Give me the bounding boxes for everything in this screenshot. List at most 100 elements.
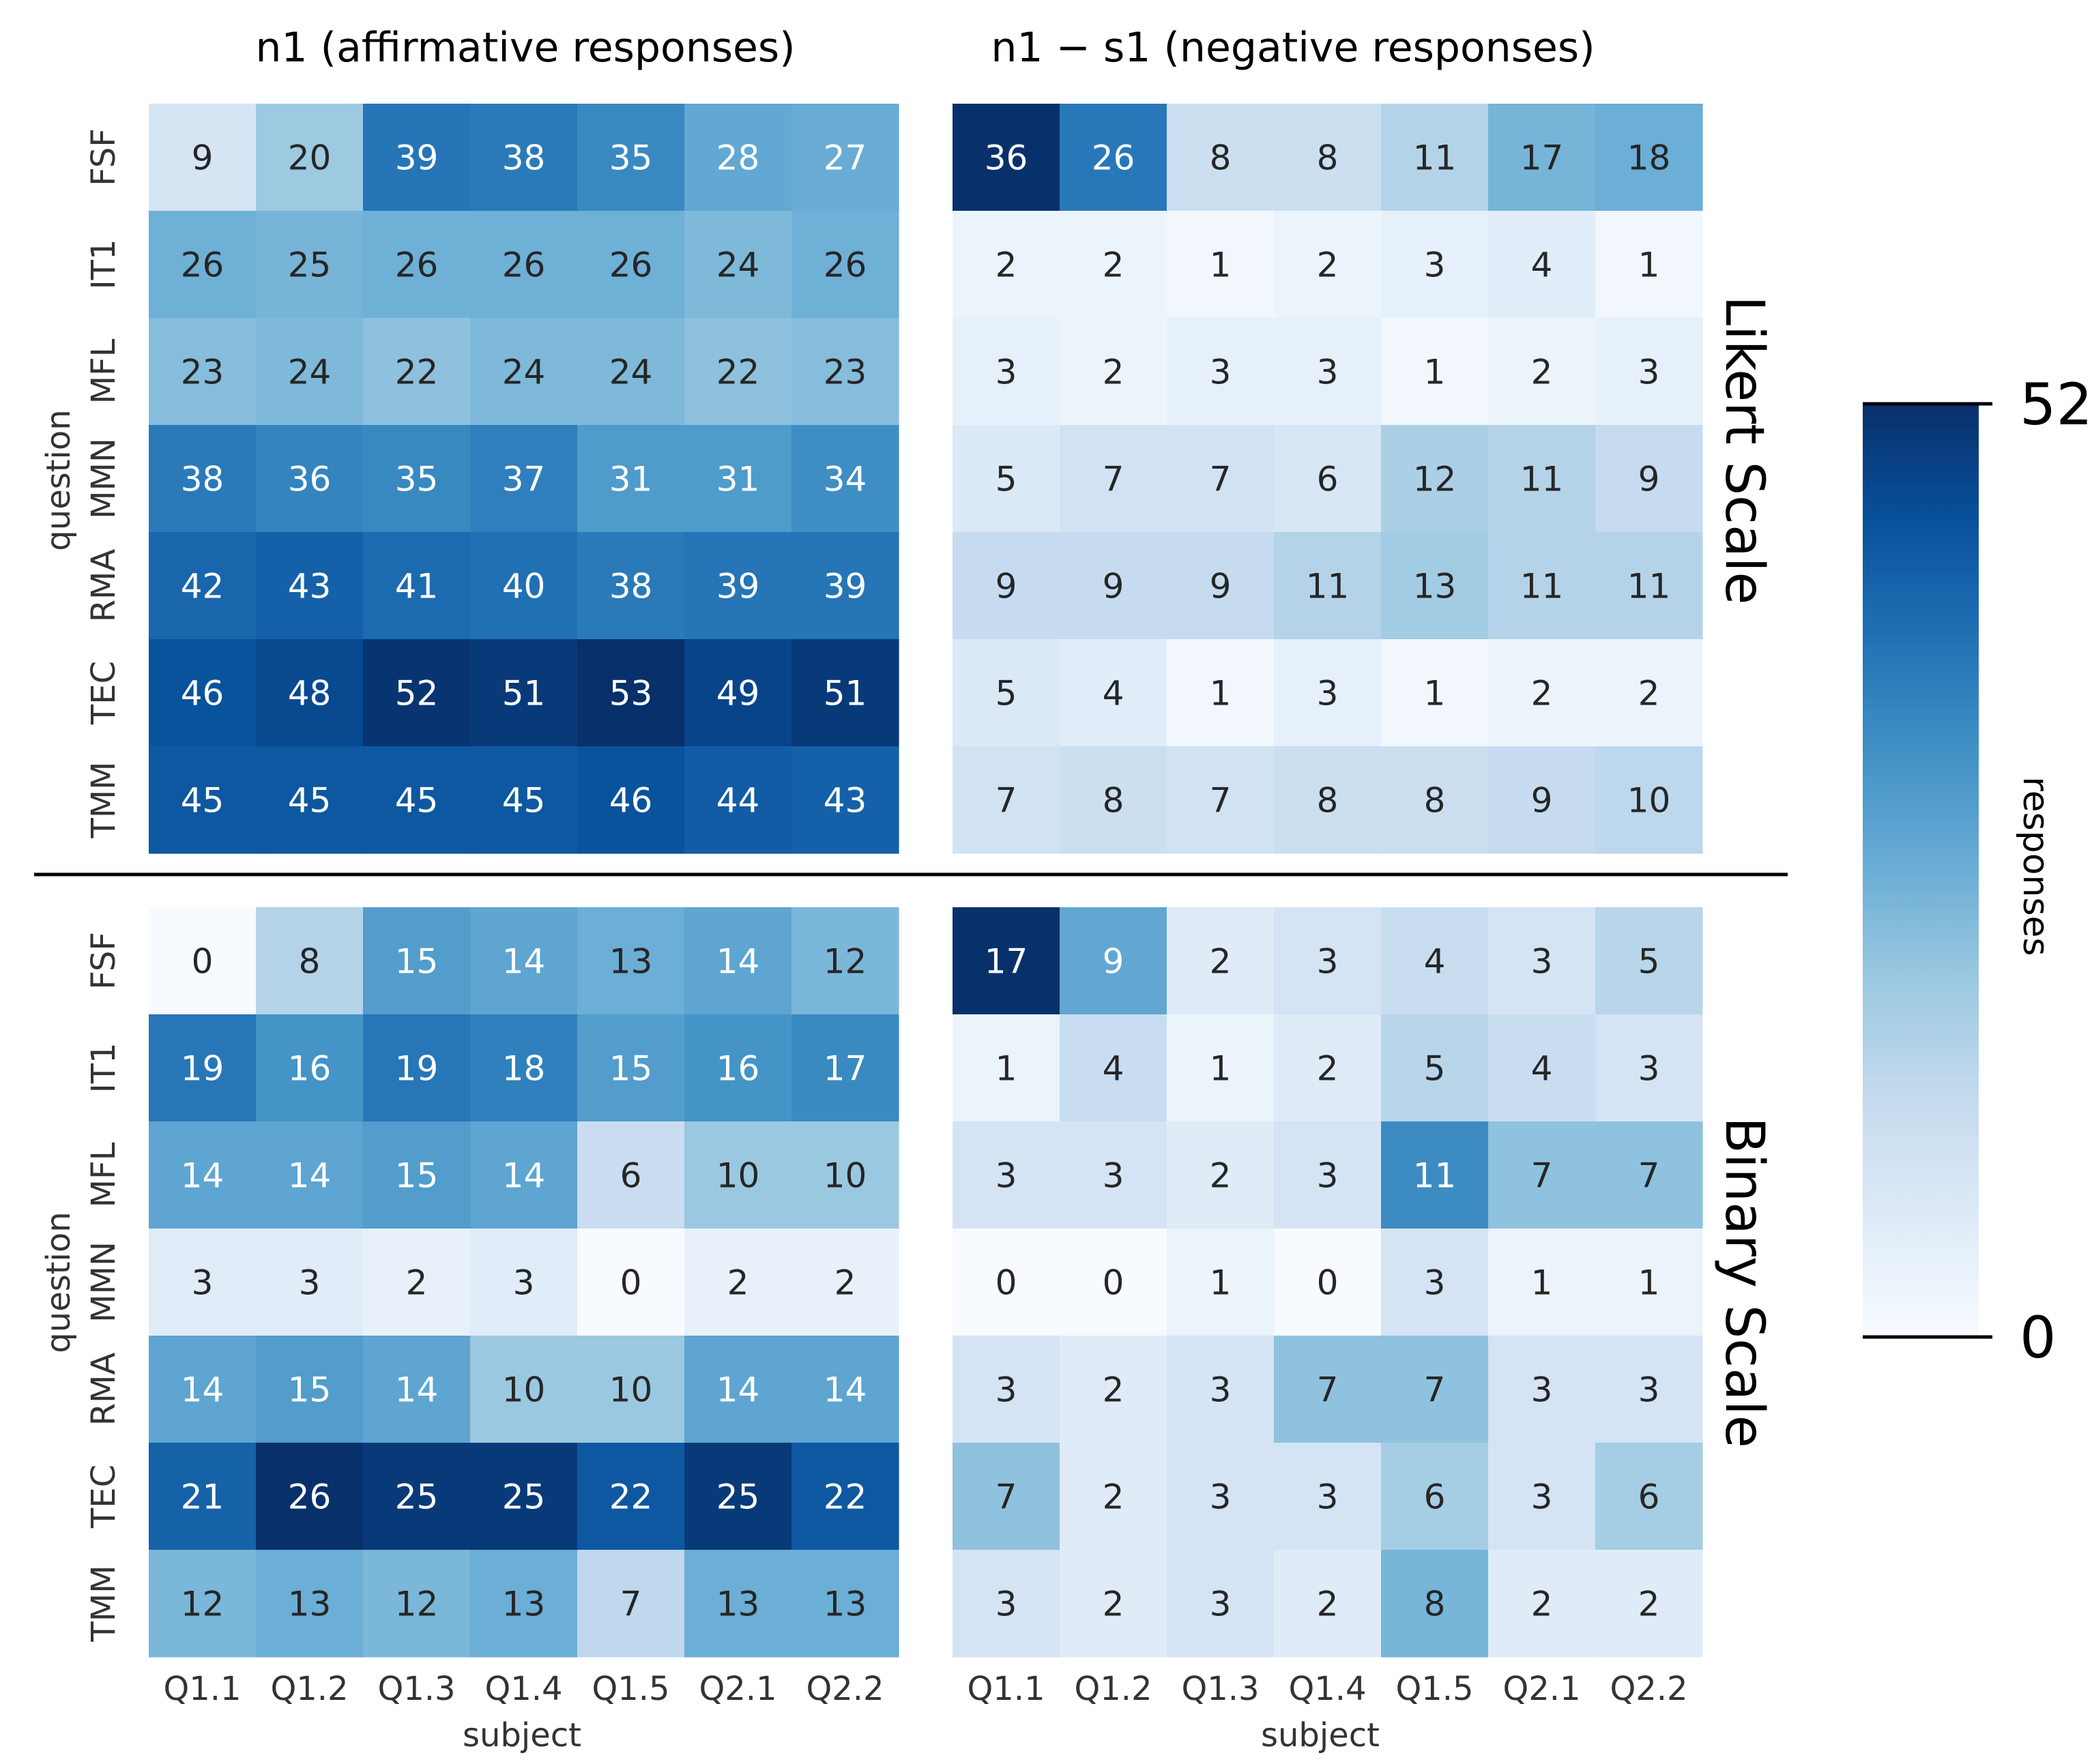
y-tick-label: MMN: [85, 438, 123, 519]
heatmap-cell: [1167, 318, 1275, 426]
heatmap-panel: 36 26 8 8 11 17 182 2 1 2 3 4 13 2 3 3 1 2 35 7 7 6 12 11 99 9 9 11…: [953, 104, 1703, 854]
heatmap-panel: 17 9 2 3 4 3 51 4 1 2 5 4 33 3 2 3 11 7 70 0 1 0 3 1 13 2 3 7 7 3 37 2 3…: [953, 907, 1703, 1658]
heatmap-cell: [577, 1443, 685, 1550]
heatmap-cell: [577, 639, 685, 747]
heatmap-cell-label: 24: [609, 353, 653, 392]
heatmap-cell-label: 43: [288, 567, 332, 606]
heatmap-cell: [1595, 1550, 1703, 1658]
y-tick-label: MFL: [85, 338, 123, 404]
heatmap-cell-label: 7: [1210, 781, 1232, 821]
heatmap-cell: [470, 1550, 578, 1658]
heatmap-cell: [470, 532, 578, 640]
heatmap-cell-label: 9: [192, 138, 214, 178]
heatmap-cell: [1060, 1336, 1167, 1443]
heatmap-cell-label: 4: [1103, 1049, 1124, 1089]
heatmap-cell: [1274, 907, 1382, 1015]
heatmap-cell: [1488, 1550, 1596, 1658]
heatmap-cell-label: 46: [181, 674, 224, 714]
heatmap-cell-label: 5: [1638, 942, 1660, 982]
heatmap-cell: [470, 1229, 578, 1336]
heatmap-cell-label: 13: [824, 1585, 867, 1624]
heatmap-cell: [149, 104, 257, 211]
heatmap-cell: [470, 1336, 578, 1443]
heatmap-cell: [1488, 211, 1596, 319]
heatmap-cell-label: 22: [609, 1478, 653, 1517]
heatmap-cell-label: 15: [395, 942, 439, 982]
x-axis-label-affirmative: subject: [463, 1716, 581, 1754]
heatmap-cell-label: 3: [1210, 353, 1232, 392]
heatmap-cell: [684, 1229, 792, 1336]
heatmap-cell-label: 1: [1210, 674, 1232, 714]
heatmap-cell: [684, 318, 792, 426]
heatmap-cell: [470, 746, 578, 854]
heatmap-cell-label: 18: [502, 1049, 546, 1089]
heatmap-cell: [1595, 1229, 1703, 1336]
heatmap-cell-label: 3: [1210, 1585, 1232, 1624]
heatmap-cell-label: 4: [1531, 246, 1553, 285]
y-axis-label-binary: question: [40, 1211, 78, 1353]
heatmap-cell: [149, 1014, 257, 1122]
heatmap-cell-label: 22: [716, 353, 760, 392]
heatmap-cell-label: 3: [996, 1370, 1017, 1410]
heatmap-cell: [953, 1550, 1060, 1658]
heatmap-cell: [1488, 425, 1596, 533]
heatmap-cell: [791, 104, 899, 211]
heatmap-cell: [1595, 425, 1703, 533]
heatmap-cell-label: 11: [1413, 138, 1457, 178]
heatmap-cell-label: 43: [824, 781, 867, 821]
heatmap-cell: [1488, 1014, 1596, 1122]
heatmap-cell: [149, 1443, 257, 1550]
heatmap-cell: [791, 1121, 899, 1229]
heatmap-cell: [1274, 1014, 1382, 1122]
heatmap-cell-label: 3: [996, 1585, 1017, 1624]
heatmap-cell-label: 2: [1317, 1049, 1339, 1089]
heatmap-cell-label: 19: [395, 1049, 439, 1089]
y-tick-label: RMA: [85, 549, 123, 623]
heatmap-cell-label: 23: [824, 353, 867, 392]
heatmap-cell: [953, 907, 1060, 1015]
y-tick-label: MMN: [85, 1241, 123, 1323]
heatmap-cell-label: 15: [395, 1156, 439, 1196]
heatmap-cell: [953, 1443, 1060, 1550]
heatmap-cell-label: 9: [1103, 567, 1124, 606]
heatmap-cell-label: 3: [1638, 1370, 1660, 1410]
heatmap-cell: [1167, 1336, 1275, 1443]
heatmap-cell: [1274, 425, 1382, 533]
y-tick-label: IT1: [85, 239, 123, 289]
x-tick-label: Q1.2: [1074, 1670, 1152, 1708]
heatmap-cell: [1274, 746, 1382, 854]
heatmap-cell-label: 3: [1424, 246, 1446, 285]
heatmap-cell-label: 3: [1638, 353, 1660, 392]
heatmap-cell: [684, 639, 792, 747]
heatmap-cell: [1595, 1336, 1703, 1443]
heatmap-cell-label: 3: [513, 1263, 535, 1303]
heatmap-cell-label: 2: [1103, 1478, 1124, 1517]
heatmap-cell-label: 3: [1317, 942, 1339, 982]
x-tick-label: Q1.4: [1288, 1670, 1366, 1708]
heatmap-cell: [953, 746, 1060, 854]
heatmap-cell-label: 2: [1638, 674, 1660, 714]
heatmap-cell-label: 38: [181, 460, 224, 499]
heatmap-cell-label: 26: [824, 246, 867, 285]
heatmap-cell-label: 25: [716, 1478, 760, 1517]
heatmap-cell: [470, 1443, 578, 1550]
heatmap-cell-label: 44: [716, 781, 760, 821]
heatmap-cell: [1167, 532, 1275, 640]
heatmap-cell-label: 1: [1210, 1263, 1232, 1303]
heatmap-cell-label: 6: [620, 1156, 642, 1196]
y-axis-label-likert: question: [40, 409, 78, 550]
heatmap-cell-label: 26: [288, 1478, 332, 1517]
heatmap-cell-label: 45: [288, 781, 332, 821]
heatmap-cell: [1060, 532, 1167, 640]
heatmap-cell-label: 26: [1092, 138, 1135, 178]
heatmap-cell: [1060, 746, 1167, 854]
heatmap-cell-label: 38: [502, 138, 546, 178]
heatmap-cell: [684, 532, 792, 640]
heatmap-cell: [256, 639, 364, 747]
heatmap-cell: [363, 1229, 471, 1336]
y-tick-label: TMM: [85, 1565, 123, 1642]
heatmap-cell: [470, 907, 578, 1015]
heatmap-cell-label: 7: [1210, 460, 1232, 499]
heatmap-cell: [363, 211, 471, 319]
